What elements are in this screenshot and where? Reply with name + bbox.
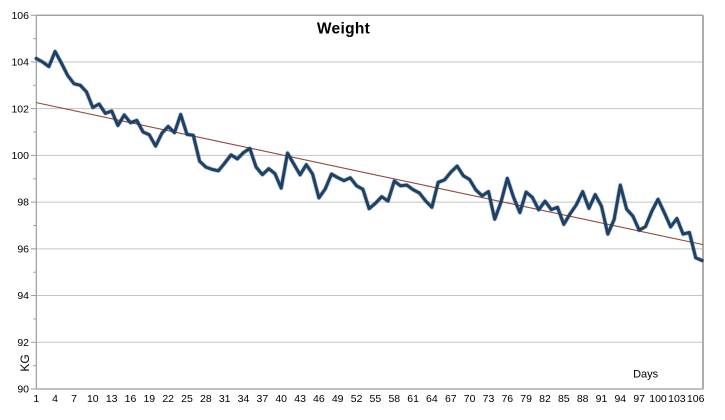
svg-text:58: 58 xyxy=(388,393,400,405)
svg-text:106: 106 xyxy=(11,10,29,22)
svg-text:102: 102 xyxy=(11,103,29,115)
svg-text:43: 43 xyxy=(294,393,306,405)
svg-text:40: 40 xyxy=(275,393,287,405)
svg-text:19: 19 xyxy=(143,393,155,405)
svg-text:61: 61 xyxy=(407,393,419,405)
svg-text:1: 1 xyxy=(33,393,39,405)
svg-text:100: 100 xyxy=(11,150,29,162)
svg-text:79: 79 xyxy=(520,393,532,405)
svg-text:94: 94 xyxy=(614,393,626,405)
svg-text:104: 104 xyxy=(11,57,29,69)
svg-text:Days: Days xyxy=(633,369,659,381)
svg-text:55: 55 xyxy=(370,393,382,405)
svg-text:64: 64 xyxy=(426,393,438,405)
svg-text:94: 94 xyxy=(17,290,29,302)
svg-text:25: 25 xyxy=(181,393,193,405)
svg-text:85: 85 xyxy=(558,393,570,405)
svg-text:KG: KG xyxy=(18,354,32,371)
svg-text:13: 13 xyxy=(106,393,118,405)
svg-text:70: 70 xyxy=(464,393,476,405)
svg-text:10: 10 xyxy=(87,393,99,405)
svg-text:98: 98 xyxy=(17,197,29,209)
svg-text:88: 88 xyxy=(577,393,589,405)
svg-text:49: 49 xyxy=(332,393,344,405)
svg-text:73: 73 xyxy=(483,393,495,405)
svg-text:97: 97 xyxy=(633,393,645,405)
svg-text:46: 46 xyxy=(313,393,325,405)
svg-text:91: 91 xyxy=(596,393,608,405)
svg-text:90: 90 xyxy=(17,384,29,396)
svg-text:103: 103 xyxy=(668,393,686,405)
svg-text:67: 67 xyxy=(445,393,457,405)
svg-text:34: 34 xyxy=(238,393,250,405)
svg-text:4: 4 xyxy=(52,393,58,405)
svg-text:Weight: Weight xyxy=(317,21,370,38)
svg-text:16: 16 xyxy=(125,393,137,405)
svg-text:76: 76 xyxy=(501,393,513,405)
svg-text:82: 82 xyxy=(539,393,551,405)
svg-text:100: 100 xyxy=(649,393,667,405)
svg-text:92: 92 xyxy=(17,337,29,349)
svg-text:31: 31 xyxy=(219,393,231,405)
svg-text:28: 28 xyxy=(200,393,212,405)
svg-text:37: 37 xyxy=(257,393,269,405)
svg-text:7: 7 xyxy=(71,393,77,405)
svg-text:22: 22 xyxy=(162,393,174,405)
svg-text:106: 106 xyxy=(687,393,705,405)
svg-text:96: 96 xyxy=(17,243,29,255)
svg-text:52: 52 xyxy=(351,393,363,405)
